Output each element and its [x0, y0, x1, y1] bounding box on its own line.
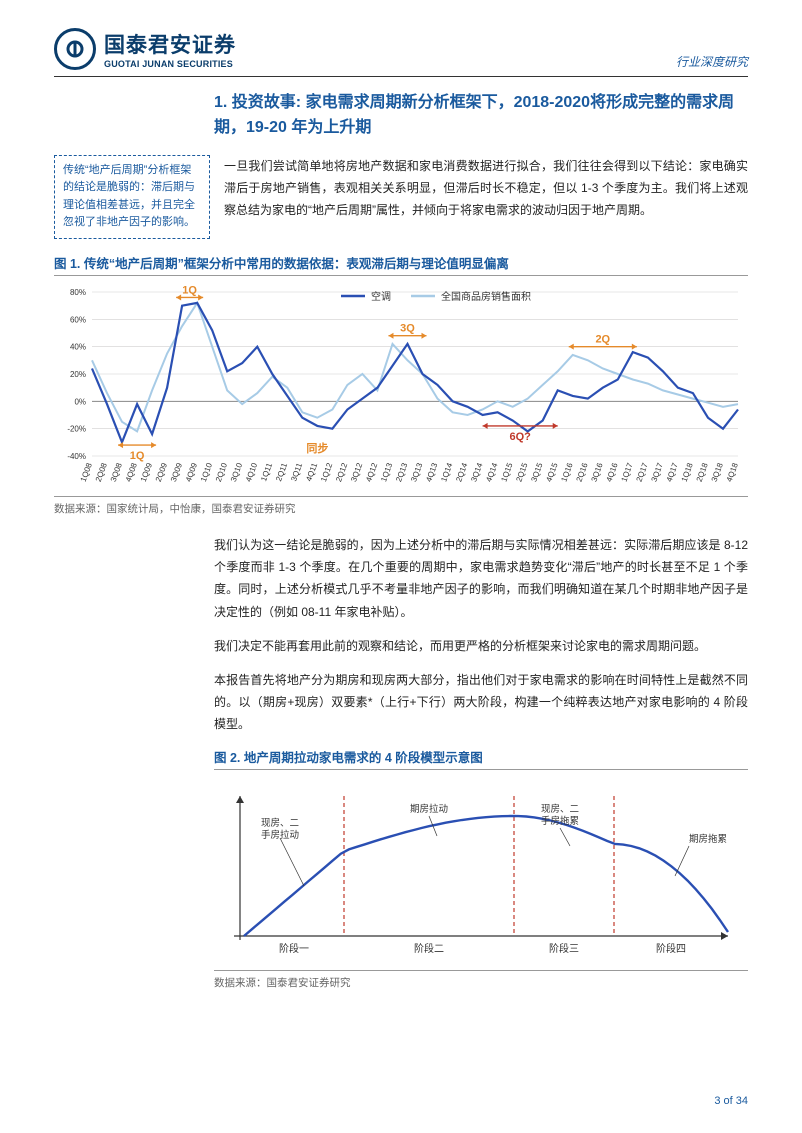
svg-text:3Q17: 3Q17: [650, 461, 665, 483]
svg-text:1Q14: 1Q14: [439, 461, 454, 483]
figure2-source: 数据来源：国泰君安证券研究: [214, 970, 748, 990]
svg-text:阶段一: 阶段一: [279, 942, 309, 955]
svg-text:阶段四: 阶段四: [656, 942, 686, 955]
svg-text:同步: 同步: [306, 441, 328, 455]
svg-text:现房、二: 现房、二: [541, 803, 579, 815]
svg-text:1Q17: 1Q17: [620, 461, 635, 483]
svg-text:2Q17: 2Q17: [635, 461, 650, 483]
svg-text:1Q13: 1Q13: [379, 461, 394, 483]
svg-text:4Q11: 4Q11: [304, 461, 319, 482]
svg-text:1Q10: 1Q10: [199, 461, 214, 483]
svg-text:4Q18: 4Q18: [725, 461, 740, 483]
svg-text:6Q?: 6Q?: [509, 431, 531, 443]
svg-text:3Q09: 3Q09: [169, 461, 184, 483]
svg-text:2Q09: 2Q09: [154, 461, 169, 483]
svg-text:全国商品房销售面积: 全国商品房销售面积: [441, 290, 531, 303]
svg-text:60%: 60%: [70, 315, 86, 324]
svg-text:3Q10: 3Q10: [229, 461, 244, 483]
svg-text:2Q13: 2Q13: [394, 461, 409, 483]
svg-text:4Q10: 4Q10: [244, 461, 259, 483]
svg-text:3Q14: 3Q14: [469, 461, 484, 483]
figure1-title: 图 1. 传统“地产后周期”框架分析中常用的数据依据：表观滞后期与理论值明显偏离: [54, 253, 748, 276]
svg-text:4Q15: 4Q15: [544, 461, 559, 483]
figure1-chart: -40%-20%0%20%40%60%80%1Q082Q083Q084Q081Q…: [54, 282, 748, 492]
svg-text:期房拉动: 期房拉动: [410, 803, 448, 815]
svg-text:空调: 空调: [371, 290, 391, 303]
svg-text:1Q12: 1Q12: [319, 461, 334, 483]
logo-mark-icon: [54, 28, 96, 70]
svg-text:3Q: 3Q: [400, 323, 415, 335]
svg-text:1Q18: 1Q18: [680, 461, 695, 483]
callout-box: 传统“地产后周期”分析框架的结论是脆弱的：滞后期与理论值相差甚远，并且完全忽视了…: [54, 155, 210, 239]
body-paragraph: 我们决定不能再套用此前的观察和结论，而用更严格的分析框架来讨论家电的需求周期问题…: [214, 635, 748, 657]
svg-text:-40%: -40%: [67, 452, 86, 461]
svg-text:期房拖累: 期房拖累: [689, 833, 727, 845]
svg-text:0%: 0%: [74, 397, 86, 406]
svg-text:1Q: 1Q: [182, 284, 197, 296]
body-paragraph: 本报告首先将地产分为期房和现房两大部分，指出他们对于家电需求的影响在时间特性上是…: [214, 669, 748, 736]
svg-text:3Q12: 3Q12: [349, 461, 364, 483]
body-paragraph: 我们认为这一结论是脆弱的，因为上述分析中的滞后期与实际情况相差甚远：实际滞后期应…: [214, 534, 748, 623]
svg-text:3Q08: 3Q08: [109, 461, 124, 483]
svg-text:3Q18: 3Q18: [710, 461, 725, 483]
svg-text:2Q14: 2Q14: [454, 461, 469, 483]
svg-text:阶段三: 阶段三: [549, 942, 579, 955]
svg-text:4Q14: 4Q14: [484, 461, 499, 483]
svg-text:40%: 40%: [70, 343, 86, 352]
svg-text:2Q08: 2Q08: [94, 461, 109, 483]
svg-text:3Q13: 3Q13: [409, 461, 424, 483]
svg-text:4Q13: 4Q13: [424, 461, 439, 483]
logo-text-cn: 国泰君安证券: [104, 29, 236, 59]
svg-text:2Q16: 2Q16: [574, 461, 589, 483]
header-doc-type: 行业深度研究: [676, 53, 748, 70]
page-header: 国泰君安证券 GUOTAI JUNAN SECURITIES 行业深度研究: [54, 28, 748, 77]
intro-paragraph: 一旦我们尝试简单地将房地产数据和家电消费数据进行拟合，我们往往会得到以下结论：家…: [224, 155, 748, 239]
logo-text-en: GUOTAI JUNAN SECURITIES: [104, 59, 236, 69]
svg-text:2Q15: 2Q15: [514, 461, 529, 483]
svg-text:4Q12: 4Q12: [364, 461, 379, 483]
svg-text:20%: 20%: [70, 370, 86, 379]
svg-text:现房、二: 现房、二: [261, 817, 299, 829]
svg-text:1Q15: 1Q15: [499, 461, 514, 483]
svg-text:1Q11: 1Q11: [259, 461, 274, 482]
svg-text:80%: 80%: [70, 288, 86, 297]
section-title: 1. 投资故事: 家电需求周期新分析框架下，2018-2020将形成完整的需求周…: [214, 91, 748, 141]
svg-text:4Q09: 4Q09: [184, 461, 199, 483]
svg-text:2Q11: 2Q11: [274, 461, 289, 482]
figure2-chart: 阶段一阶段二阶段三阶段四现房、二手房拉动期房拉动现房、二手房拖累期房拖累: [214, 776, 748, 966]
svg-text:4Q17: 4Q17: [665, 461, 680, 483]
svg-text:1Q: 1Q: [130, 450, 145, 462]
svg-text:手房拖累: 手房拖累: [541, 815, 579, 827]
svg-text:2Q18: 2Q18: [695, 461, 710, 483]
svg-text:1Q09: 1Q09: [139, 461, 154, 483]
svg-text:3Q11: 3Q11: [289, 461, 304, 482]
svg-text:3Q15: 3Q15: [529, 461, 544, 483]
figure1-source: 数据来源：国家统计局，中怡康，国泰君安证券研究: [54, 496, 748, 516]
page-number: 3 of 34: [714, 1095, 748, 1107]
svg-text:2Q12: 2Q12: [334, 461, 349, 483]
svg-text:手房拉动: 手房拉动: [261, 829, 299, 841]
svg-text:-20%: -20%: [67, 425, 86, 434]
svg-text:2Q10: 2Q10: [214, 461, 229, 483]
figure2-title: 图 2. 地产周期拉动家电需求的 4 阶段模型示意图: [214, 747, 748, 770]
svg-text:4Q16: 4Q16: [605, 461, 620, 483]
svg-text:2Q: 2Q: [595, 334, 610, 346]
svg-text:1Q08: 1Q08: [79, 461, 94, 483]
svg-text:4Q08: 4Q08: [124, 461, 139, 483]
svg-text:3Q16: 3Q16: [590, 461, 605, 483]
svg-text:阶段二: 阶段二: [414, 942, 444, 955]
svg-text:1Q16: 1Q16: [559, 461, 574, 483]
logo-block: 国泰君安证券 GUOTAI JUNAN SECURITIES: [54, 28, 236, 70]
